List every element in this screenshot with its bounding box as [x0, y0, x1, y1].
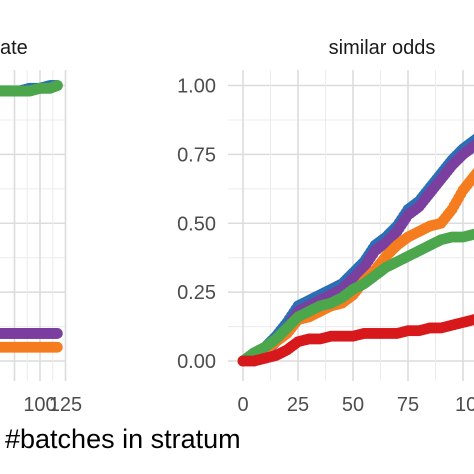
x-tick-labels-right: 0 25 50 75 10 [237, 394, 474, 416]
x-tick-label: 0 [237, 394, 248, 416]
data-point [51, 328, 63, 339]
series-group-left [0, 80, 63, 353]
y-tick-label: 0.25 [177, 282, 216, 304]
grid-right [228, 70, 474, 381]
y-tick-labels-right: 0.00 0.25 0.50 0.75 1.00 [177, 76, 216, 374]
y-tick-label: 1.00 [177, 76, 216, 98]
data-point [51, 341, 63, 353]
data-point [51, 80, 63, 91]
similar-odds-series-5 [237, 314, 474, 367]
series-group-right [237, 134, 474, 367]
x-axis-title: #batches in stratum [5, 424, 241, 454]
x-tick-label: 25 [287, 394, 309, 416]
data-point [470, 228, 474, 239]
panel-similar-odds: similar odds 0.00 0.25 0.50 0.75 1.00 0 25 50 7… [177, 37, 474, 416]
ate-series-4 [0, 341, 63, 353]
ate-series-2 [0, 80, 63, 97]
panel-title-ate: ate [0, 37, 28, 59]
x-tick-label: 10 [455, 394, 474, 416]
y-tick-label: 0.00 [177, 351, 216, 373]
y-tick-label: 0.75 [177, 144, 216, 166]
x-tick-label: 125 [49, 394, 82, 416]
panel-title-similar-odds: similar odds [329, 37, 436, 59]
ate-series-3 [0, 328, 63, 339]
x-tick-label: 75 [397, 394, 419, 416]
data-point [470, 314, 474, 325]
x-tick-label: 50 [342, 394, 364, 416]
y-tick-label: 0.50 [177, 213, 216, 235]
x-tick-label: 100 [23, 394, 56, 416]
